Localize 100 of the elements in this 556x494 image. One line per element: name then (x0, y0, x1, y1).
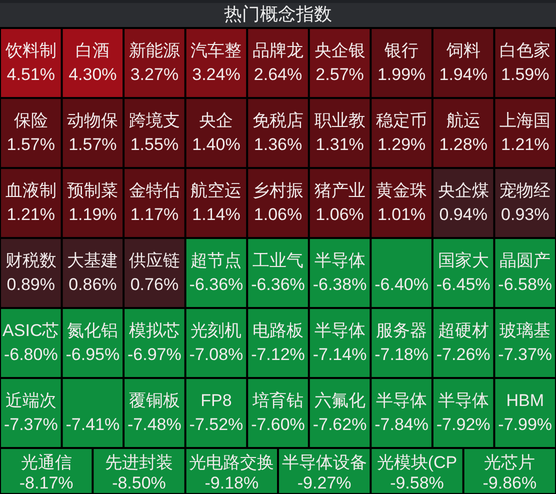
category-label: ASIC芯 (2, 320, 60, 340)
data-label: 1.57% (68, 134, 117, 154)
data-label: 1.57% (6, 134, 55, 154)
category-label: 工业气 (252, 250, 304, 270)
category-label: 超硬材 (438, 320, 489, 340)
category-label: 光模块(CP (376, 452, 458, 472)
category-label: 模拟芯 (128, 320, 180, 340)
category-label: 覆铜板 (128, 390, 180, 410)
category-label: 金特估 (128, 180, 180, 200)
data-label: 3.27% (130, 64, 179, 84)
data-label: 3.24% (192, 64, 240, 84)
data-label: 1.28% (439, 134, 488, 154)
data-label: -7.14% (312, 344, 367, 364)
category-label: 半导体 (438, 390, 489, 410)
category-label: 猪产业 (314, 180, 366, 200)
category-label: 预制菜 (67, 180, 118, 200)
category-label: 光芯片 (484, 452, 536, 472)
data-label: 1.40% (192, 134, 240, 154)
category-label: 免税店 (252, 110, 304, 130)
data-label: -7.37% (498, 344, 552, 364)
data-label: -7.60% (251, 414, 305, 434)
data-label: -8.50% (112, 474, 166, 493)
data-label: 1.55% (130, 134, 179, 154)
category-label: 新能源 (128, 40, 180, 60)
category-label: 半导体 (314, 250, 366, 270)
category-label: 品牌龙 (252, 40, 304, 60)
category-label: 超节点 (190, 250, 242, 270)
category-label: 国家大 (438, 250, 489, 270)
data-label: -6.36% (189, 274, 244, 294)
category-label: 服务器 (376, 320, 428, 340)
data-label: 1.94% (439, 64, 488, 84)
data-label: -6.80% (4, 344, 58, 364)
category-label: 白酒 (76, 40, 110, 60)
data-label: 4.51% (6, 64, 55, 84)
category-label: 六氟化 (314, 390, 366, 410)
category-label: 乡村振 (252, 180, 304, 200)
category-label: 电路板 (252, 320, 304, 340)
data-label: -7.08% (189, 344, 244, 364)
category-label: 大基建 (67, 250, 118, 270)
data-label: 1.29% (377, 134, 426, 154)
category-label: 宠物经 (500, 180, 551, 200)
category-label: 供应链 (128, 250, 180, 270)
text: 热门概念指数 (224, 4, 332, 24)
category-label: 半导体 (376, 390, 428, 410)
data-label: 2.64% (254, 64, 302, 84)
category-label: 央企煤 (438, 180, 489, 200)
data-label: 2.57% (316, 64, 364, 84)
data-label: -6.40% (374, 274, 428, 294)
data-label: -9.86% (482, 474, 537, 493)
data-label: 1.14% (192, 204, 240, 224)
data-label: -6.95% (66, 344, 120, 364)
data-label: -6.58% (498, 274, 552, 294)
data-label: 0.93% (501, 204, 550, 224)
category-label: 饲料 (445, 40, 480, 60)
category-label: 近端次 (5, 390, 56, 410)
data-label: 0.89% (6, 274, 55, 294)
category-label: 半导体 (314, 320, 366, 340)
data-label: 1.06% (254, 204, 302, 224)
data-label: -6.38% (312, 274, 367, 294)
category-label: 光电路交换 (189, 452, 274, 472)
data-label: -7.99% (498, 414, 552, 434)
category-label: 光通信 (20, 452, 72, 472)
category-label: 央企 (199, 110, 234, 130)
data-label: 0.76% (130, 274, 179, 294)
data-label: -7.37% (4, 414, 58, 434)
category-label: 财税数 (5, 250, 56, 270)
data-label: -7.92% (436, 414, 490, 434)
data-label: 1.21% (501, 134, 550, 154)
category-label: 航空运 (190, 180, 242, 200)
category-label: 半导体设备 (282, 452, 367, 472)
category-label: 先进封装 (105, 452, 173, 472)
data-label: -7.48% (128, 414, 182, 434)
data-label: -6.45% (436, 274, 490, 294)
data-label: -7.18% (374, 344, 428, 364)
category-label: 动物保 (67, 110, 118, 130)
data-label: 4.30% (68, 64, 117, 84)
data-label: 1.01% (377, 204, 426, 224)
data-label: 1.99% (377, 64, 426, 84)
category-label: 汽车整 (190, 40, 242, 60)
data-label: -9.58% (390, 474, 444, 493)
data-label: -7.52% (189, 414, 244, 434)
category-label: 晶圆产 (500, 250, 551, 270)
data-label: 1.19% (68, 204, 117, 224)
data-label: 0.94% (439, 204, 488, 224)
data-label: -7.41% (66, 414, 120, 434)
category-label: 职业教 (314, 110, 366, 130)
data-label: 1.31% (316, 134, 364, 154)
data-label: 1.36% (254, 134, 302, 154)
category-label: 航运 (446, 110, 480, 130)
category-label: 银行 (384, 40, 419, 60)
data-label: -7.26% (436, 344, 490, 364)
data-label: -7.84% (374, 414, 428, 434)
category-label: 玻璃基 (500, 320, 551, 340)
data-label: 1.06% (316, 204, 364, 224)
data-label: -9.18% (204, 474, 259, 493)
data-label: -8.17% (19, 474, 74, 493)
category-label: 保险 (14, 110, 48, 130)
category-label: 血液制 (5, 180, 56, 200)
data-label: -6.97% (128, 344, 182, 364)
category-label: 氮化铝 (67, 320, 118, 340)
